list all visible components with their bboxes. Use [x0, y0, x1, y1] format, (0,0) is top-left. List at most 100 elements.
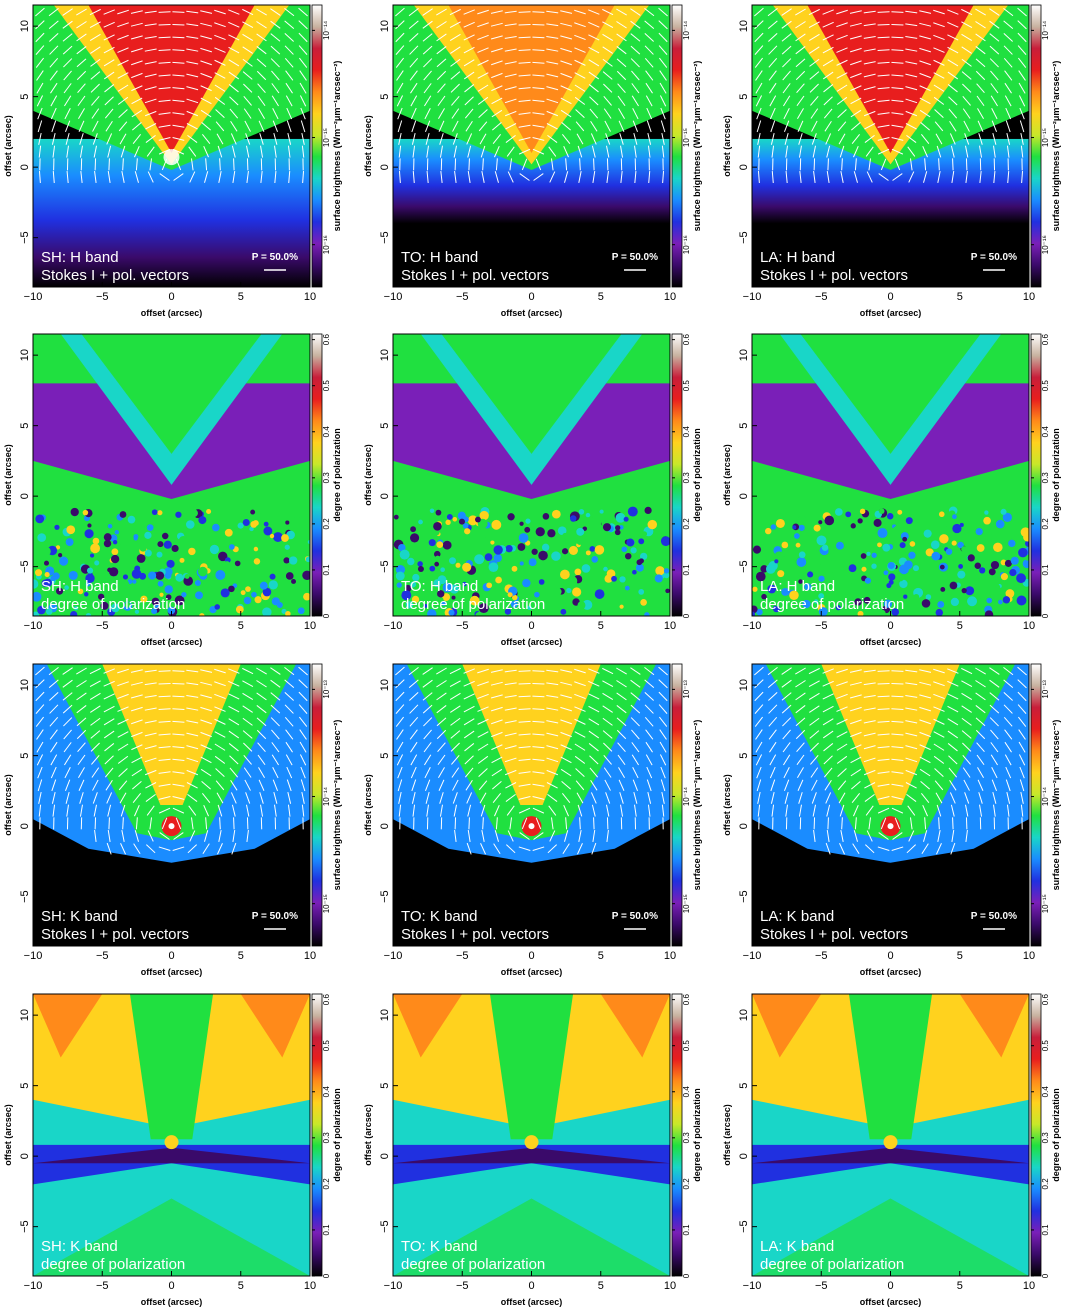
speckle [860, 553, 867, 559]
pol-vector [644, 666, 655, 676]
y-tick-label: 5 [19, 94, 31, 100]
speckle [272, 532, 283, 543]
pol-vector [144, 61, 157, 65]
pol-vector [754, 20, 764, 30]
speckle [253, 546, 259, 552]
pol-vector [62, 20, 73, 29]
x-axis-label: offset (arcsec) [501, 637, 563, 647]
pol-vector [836, 668, 848, 674]
pol-vector [158, 796, 171, 800]
pol-vector [644, 691, 654, 701]
pol-vector [463, 668, 475, 674]
pol-vector [877, 807, 890, 814]
pol-vector [1017, 45, 1027, 55]
pol-vector [397, 107, 403, 120]
pol-vector [1003, 679, 1014, 688]
pol-vector [850, 744, 862, 751]
pol-vector [849, 669, 862, 673]
speckle [937, 601, 945, 608]
pol-vector [242, 58, 253, 67]
scale-label: P = 50.0% [252, 252, 298, 263]
pol-vector [50, 766, 57, 779]
pol-vector [850, 72, 862, 79]
pol-vector [975, 46, 986, 55]
pol-vector [783, 95, 791, 107]
colorbar [311, 333, 323, 617]
pol-vector [463, 71, 475, 80]
pol-vector [38, 804, 42, 817]
pol-vector [905, 707, 918, 711]
speckle [429, 565, 436, 572]
pol-vector [477, 22, 489, 28]
x-tick-label: 0 [168, 291, 174, 303]
y-tick-label: 10 [379, 679, 391, 691]
pol-vector [518, 11, 531, 13]
pol-vector [243, 95, 252, 106]
pol-vector [158, 87, 171, 90]
y-tick-label: 0 [379, 823, 391, 829]
pol-vector [808, 667, 820, 675]
pol-vector [117, 681, 129, 687]
pol-vector [298, 20, 308, 30]
pol-vector [104, 767, 114, 778]
pol-vector [103, 9, 115, 15]
speckle [619, 604, 624, 609]
pol-vector [919, 109, 931, 118]
pol-vector [158, 148, 171, 155]
pol-vector [849, 706, 862, 712]
speckle [877, 542, 882, 548]
speckle [537, 569, 546, 579]
speckle [660, 536, 670, 547]
pol-vector [90, 71, 101, 80]
speckle [561, 548, 569, 555]
pol-vector [76, 717, 87, 727]
pol-vector [798, 792, 803, 804]
pol-vector [35, 691, 45, 702]
pol-vector [424, 754, 432, 766]
pol-vector [131, 85, 143, 92]
y-axis-label: offset (arcsec) [3, 115, 13, 177]
speckle [560, 608, 567, 615]
pol-vector [962, 83, 972, 93]
pol-vector [48, 7, 59, 17]
pol-vector [300, 120, 306, 133]
pol-vector [532, 846, 545, 851]
pol-vector [299, 95, 307, 107]
pol-vector [144, 10, 157, 14]
speckle [554, 588, 562, 596]
pol-vector [891, 11, 904, 13]
pol-vector [560, 97, 572, 105]
pol-vector [809, 742, 819, 752]
speckle [772, 605, 780, 613]
pol-vector [436, 729, 447, 740]
pol-vector [948, 96, 958, 106]
speckle [975, 527, 983, 536]
pol-vector [891, 36, 904, 39]
pol-vector [395, 32, 405, 43]
speckle [175, 511, 182, 518]
speckle [82, 509, 89, 516]
speckle [462, 581, 467, 587]
colorbar-tick-label: 0.2 [1041, 518, 1050, 530]
pol-vector [35, 45, 45, 55]
pol-vector [990, 754, 998, 766]
pol-vector [965, 830, 968, 843]
x-tick-label: 10 [304, 291, 316, 303]
pol-vector [975, 58, 986, 68]
colorbar-label: degree of polarization [332, 428, 342, 522]
pol-vector [962, 767, 971, 778]
speckle [974, 562, 982, 570]
pol-vector [80, 171, 83, 184]
pol-vector [104, 755, 114, 765]
pol-vector [1004, 741, 1012, 753]
speckle [119, 579, 130, 590]
lobe-peak-left [393, 994, 463, 1058]
pol-vector [659, 754, 667, 766]
pol-vector [118, 109, 128, 119]
colorbar-label: surface brightness (Wm⁻²μm⁻¹arcsec⁻²) [1051, 720, 1061, 891]
pol-vector [495, 158, 498, 171]
pol-vector [533, 832, 544, 840]
pol-vector [808, 680, 820, 688]
pol-vector [851, 792, 861, 803]
pol-vector [490, 681, 503, 686]
